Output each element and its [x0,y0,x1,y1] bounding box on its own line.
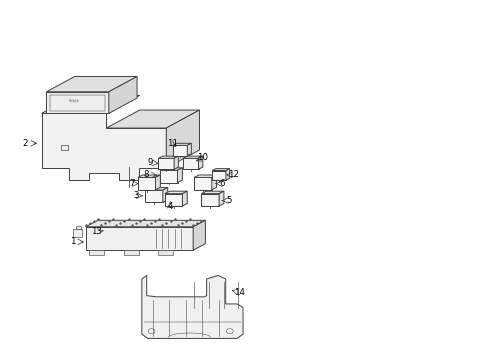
Text: 14: 14 [234,288,244,297]
Polygon shape [174,156,178,169]
Polygon shape [108,76,137,113]
Polygon shape [142,275,243,338]
Polygon shape [187,143,191,156]
Polygon shape [225,168,229,180]
Polygon shape [145,190,163,202]
Polygon shape [85,227,193,250]
Polygon shape [201,191,224,194]
Polygon shape [138,175,160,177]
Polygon shape [138,177,155,190]
Polygon shape [193,220,205,250]
Bar [73,229,82,237]
Polygon shape [183,158,198,169]
Polygon shape [194,175,216,177]
Polygon shape [201,194,219,206]
Bar [76,226,81,229]
Polygon shape [194,177,211,190]
Polygon shape [198,156,203,169]
Polygon shape [219,191,224,206]
Bar [158,250,173,255]
Polygon shape [211,175,216,190]
Polygon shape [41,113,166,180]
Polygon shape [158,158,174,169]
Text: FUSES: FUSES [69,99,80,104]
Text: 7: 7 [129,179,135,188]
Polygon shape [166,110,199,168]
Text: 1: 1 [69,238,75,246]
Polygon shape [85,220,205,227]
Polygon shape [212,168,229,171]
Polygon shape [160,168,182,170]
Text: 9: 9 [148,158,153,167]
Polygon shape [177,168,182,183]
Polygon shape [160,170,177,183]
Text: 8: 8 [142,170,148,179]
Text: 11: 11 [166,139,177,148]
Polygon shape [172,145,187,156]
Text: 6: 6 [219,179,225,188]
Text: 2: 2 [22,139,28,148]
Polygon shape [41,95,140,113]
Polygon shape [172,143,191,145]
Polygon shape [164,191,187,194]
Text: 4: 4 [167,202,173,211]
Polygon shape [46,76,137,92]
Text: 5: 5 [225,196,231,205]
Polygon shape [46,92,108,113]
Polygon shape [182,191,187,206]
Text: 13: 13 [91,227,102,236]
Polygon shape [163,188,167,202]
Text: 12: 12 [228,171,239,180]
Polygon shape [164,194,182,206]
Polygon shape [155,175,160,190]
Bar [123,250,138,255]
Polygon shape [145,188,167,190]
Bar [89,250,104,255]
Text: 3: 3 [133,192,139,200]
Polygon shape [183,156,203,158]
Bar [61,145,68,150]
Polygon shape [212,171,225,180]
Polygon shape [158,156,178,158]
Text: 10: 10 [197,153,208,162]
Polygon shape [106,110,199,128]
